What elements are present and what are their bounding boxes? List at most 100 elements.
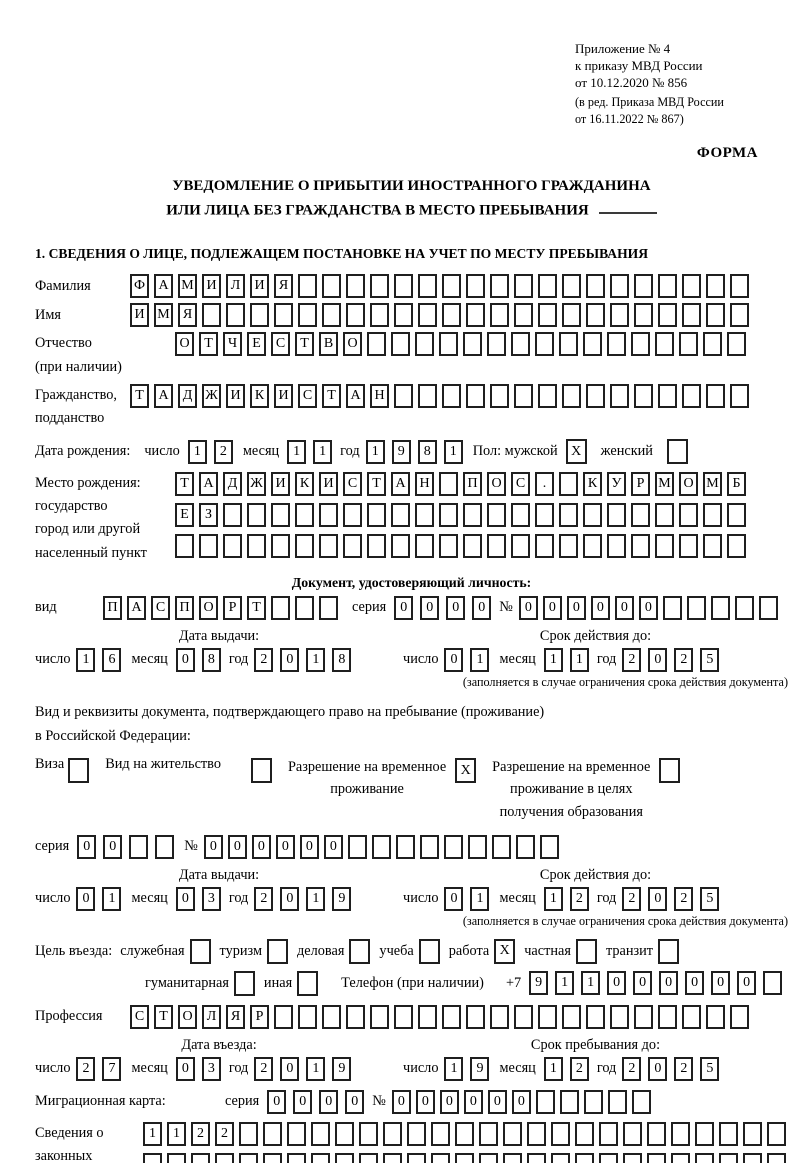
char-cell[interactable] <box>439 503 458 528</box>
char-cell[interactable] <box>271 503 290 528</box>
char-cell[interactable] <box>479 1121 498 1146</box>
char-cell[interactable]: Ж <box>202 383 221 408</box>
char-cell[interactable]: 0 <box>251 834 271 859</box>
char-cell[interactable] <box>586 274 605 299</box>
char-cell[interactable] <box>419 834 439 859</box>
char-cell[interactable] <box>335 1121 354 1146</box>
char-cell[interactable] <box>442 1004 461 1029</box>
char-cell[interactable]: 0 <box>227 834 247 859</box>
char-cell[interactable]: Л <box>202 1004 221 1029</box>
char-cell[interactable]: 8 <box>201 647 221 672</box>
char-cell[interactable]: 0 <box>614 595 634 620</box>
char-cell[interactable] <box>487 332 506 357</box>
char-cell[interactable]: 0 <box>345 1089 365 1114</box>
char-cell[interactable] <box>647 1152 666 1163</box>
char-cell[interactable]: 0 <box>299 834 319 859</box>
char-cell[interactable] <box>359 1152 378 1163</box>
char-cell[interactable] <box>343 503 362 528</box>
char-cell[interactable] <box>466 383 485 408</box>
char-cell[interactable]: С <box>298 383 317 408</box>
char-cell[interactable] <box>658 274 677 299</box>
char-cell[interactable] <box>607 503 626 528</box>
char-cell[interactable]: 9 <box>391 439 411 464</box>
char-cell[interactable] <box>391 332 410 357</box>
char-cell[interactable]: Ж <box>247 472 266 497</box>
char-cell[interactable] <box>538 303 557 328</box>
char-cell[interactable] <box>767 1152 786 1163</box>
char-cell[interactable] <box>418 383 437 408</box>
char-cell[interactable] <box>503 1152 522 1163</box>
char-cell[interactable]: 0 <box>267 1089 287 1114</box>
char-cell[interactable] <box>527 1121 546 1146</box>
char-cell[interactable]: 0 <box>607 971 627 996</box>
char-cell[interactable]: Т <box>199 332 218 357</box>
char-cell[interactable] <box>431 1152 450 1163</box>
char-cell[interactable]: Л <box>226 274 245 299</box>
char-cell[interactable]: 0 <box>711 971 731 996</box>
purpose-checkbox-turizm[interactable] <box>267 938 289 964</box>
char-cell[interactable] <box>347 834 367 859</box>
char-cell[interactable]: 2 <box>254 886 274 911</box>
char-cell[interactable] <box>202 303 221 328</box>
char-cell[interactable] <box>662 595 682 620</box>
char-cell[interactable]: А <box>391 472 410 497</box>
char-cell[interactable]: 0 <box>203 834 223 859</box>
char-cell[interactable]: 1 <box>167 1121 186 1146</box>
char-cell[interactable] <box>129 834 149 859</box>
char-cell[interactable] <box>295 534 314 559</box>
char-cell[interactable] <box>706 274 725 299</box>
char-cell[interactable]: 1 <box>470 647 490 672</box>
char-cell[interactable] <box>370 1004 389 1029</box>
char-cell[interactable] <box>539 834 559 859</box>
char-cell[interactable] <box>655 534 674 559</box>
char-cell[interactable] <box>335 1152 354 1163</box>
char-cell[interactable]: 0 <box>685 971 705 996</box>
char-cell[interactable] <box>730 274 749 299</box>
char-cell[interactable]: Т <box>295 332 314 357</box>
char-cell[interactable]: 0 <box>103 834 123 859</box>
char-cell[interactable]: 0 <box>590 595 610 620</box>
char-cell[interactable] <box>490 1004 509 1029</box>
char-cell[interactable] <box>466 1004 485 1029</box>
char-cell[interactable] <box>391 534 410 559</box>
char-cell[interactable]: О <box>178 1004 197 1029</box>
char-cell[interactable]: Т <box>367 472 386 497</box>
char-cell[interactable]: 2 <box>213 439 233 464</box>
char-cell[interactable]: И <box>202 274 221 299</box>
char-cell[interactable] <box>679 534 698 559</box>
char-cell[interactable] <box>586 383 605 408</box>
char-cell[interactable]: П <box>103 595 122 620</box>
char-cell[interactable] <box>322 274 341 299</box>
char-cell[interactable] <box>239 1152 258 1163</box>
char-cell[interactable] <box>655 503 674 528</box>
char-cell[interactable]: Я <box>226 1004 245 1029</box>
char-cell[interactable]: В <box>319 332 338 357</box>
char-cell[interactable]: И <box>319 472 338 497</box>
char-cell[interactable] <box>287 1121 306 1146</box>
char-cell[interactable]: М <box>178 274 197 299</box>
char-cell[interactable] <box>586 1004 605 1029</box>
char-cell[interactable]: 0 <box>638 595 658 620</box>
char-cell[interactable]: Т <box>130 383 149 408</box>
purpose-checkbox-tranzit[interactable] <box>658 938 680 964</box>
char-cell[interactable]: 1 <box>555 971 575 996</box>
char-cell[interactable] <box>607 1089 627 1114</box>
char-cell[interactable]: Б <box>727 472 746 497</box>
char-cell[interactable] <box>394 383 413 408</box>
char-cell[interactable]: К <box>250 383 269 408</box>
char-cell[interactable]: 0 <box>280 886 300 911</box>
char-cell[interactable] <box>658 303 677 328</box>
char-cell[interactable]: 2 <box>622 1056 642 1081</box>
char-cell[interactable] <box>634 303 653 328</box>
char-cell[interactable]: 0 <box>472 595 492 620</box>
char-cell[interactable] <box>758 595 778 620</box>
char-cell[interactable] <box>679 503 698 528</box>
temp-permit-checkbox[interactable]: X <box>455 758 477 784</box>
char-cell[interactable]: 0 <box>280 647 300 672</box>
char-cell[interactable]: 1 <box>306 647 326 672</box>
char-cell[interactable]: 0 <box>659 971 679 996</box>
char-cell[interactable]: С <box>343 472 362 497</box>
char-cell[interactable] <box>763 971 783 996</box>
char-cell[interactable] <box>551 1121 570 1146</box>
char-cell[interactable]: 1 <box>444 1056 464 1081</box>
